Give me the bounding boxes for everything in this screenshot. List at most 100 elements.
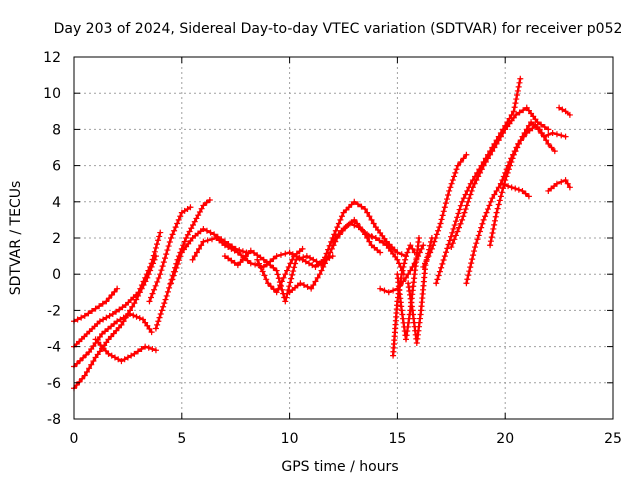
- data-point: [504, 169, 511, 176]
- data-point: [553, 180, 560, 187]
- data-point: [133, 296, 140, 303]
- data-point: [469, 184, 476, 191]
- data-point: [407, 267, 414, 274]
- data-point: [447, 233, 454, 240]
- data-point: [400, 278, 407, 285]
- data-point: [549, 130, 556, 137]
- data-point: [431, 238, 438, 245]
- data-point: [376, 237, 383, 244]
- data-point: [415, 253, 422, 260]
- data-point: [88, 346, 95, 353]
- data-point: [411, 260, 418, 267]
- data-point: [404, 323, 411, 330]
- data-series-arc-21: [433, 75, 524, 287]
- data-point: [145, 344, 152, 351]
- data-point: [157, 229, 164, 236]
- data-point: [302, 258, 309, 265]
- data-point: [454, 228, 461, 235]
- data-point: [369, 233, 376, 240]
- data-point: [477, 169, 484, 176]
- data-point: [536, 126, 543, 133]
- data-point: [172, 224, 179, 231]
- data-point: [251, 249, 258, 256]
- data-series-arc-24: [487, 119, 558, 249]
- data-point: [517, 137, 524, 144]
- data-point: [99, 300, 106, 307]
- data-point: [148, 329, 155, 336]
- data-point: [151, 248, 158, 255]
- data-point: [442, 200, 449, 207]
- data-point: [462, 206, 469, 213]
- data-point: [287, 279, 294, 286]
- data-point: [562, 133, 569, 140]
- data-point: [351, 198, 358, 205]
- data-point: [263, 276, 270, 283]
- data-point: [160, 259, 167, 266]
- data-series-arc-5: [92, 336, 159, 365]
- data-point: [564, 180, 571, 187]
- data-point: [394, 298, 401, 305]
- data-point: [177, 253, 184, 260]
- data-point: [300, 282, 307, 289]
- data-point: [510, 108, 517, 115]
- data-point: [566, 184, 573, 191]
- data-point: [133, 313, 140, 320]
- data-series-arc-27: [556, 104, 573, 118]
- data-point: [421, 260, 428, 267]
- data-point: [144, 322, 151, 329]
- data-point: [473, 240, 480, 247]
- data-point: [108, 323, 115, 330]
- data-point: [525, 122, 532, 129]
- data-point: [175, 216, 182, 223]
- data-point: [403, 336, 410, 343]
- data-point: [144, 274, 151, 281]
- data-point: [399, 315, 406, 322]
- x-tick-label: 5: [177, 431, 186, 447]
- data-point: [159, 263, 166, 270]
- data-point: [149, 346, 156, 353]
- data-point: [121, 356, 128, 363]
- data-point: [282, 271, 289, 278]
- data-point: [278, 278, 285, 285]
- data-point: [135, 292, 142, 299]
- data-point: [140, 282, 147, 289]
- data-point: [166, 284, 173, 291]
- data-point: [225, 244, 232, 251]
- data-point: [177, 213, 184, 220]
- data-point: [492, 213, 499, 220]
- data-point: [468, 187, 475, 194]
- data-point: [451, 236, 458, 243]
- data-point: [467, 191, 474, 198]
- data-point: [480, 216, 487, 223]
- data-point: [274, 271, 281, 278]
- data-point: [420, 242, 427, 249]
- data-point: [80, 354, 87, 361]
- data-point: [96, 333, 103, 340]
- data-point: [273, 289, 280, 296]
- data-point: [94, 351, 101, 358]
- series-line: [72, 312, 153, 368]
- data-point: [472, 244, 479, 251]
- data-point: [200, 225, 207, 232]
- data-point: [335, 220, 342, 227]
- data-point: [152, 347, 159, 354]
- data-point: [115, 356, 122, 363]
- data-point: [260, 256, 267, 263]
- y-axis-label: SDTVAR / TECUs: [8, 181, 24, 296]
- data-point: [370, 220, 377, 227]
- data-point: [448, 180, 455, 187]
- data-point: [152, 244, 159, 251]
- data-point: [497, 193, 504, 200]
- data-point: [372, 235, 379, 241]
- data-point: [512, 100, 519, 107]
- data-point: [79, 375, 86, 382]
- data-point: [111, 288, 118, 295]
- data-point: [291, 264, 298, 271]
- data-point: [403, 274, 410, 281]
- data-point: [257, 264, 264, 271]
- data-point: [503, 173, 510, 180]
- data-point: [452, 218, 459, 225]
- data-point: [452, 169, 459, 176]
- data-point: [391, 246, 398, 253]
- data-point: [114, 318, 121, 325]
